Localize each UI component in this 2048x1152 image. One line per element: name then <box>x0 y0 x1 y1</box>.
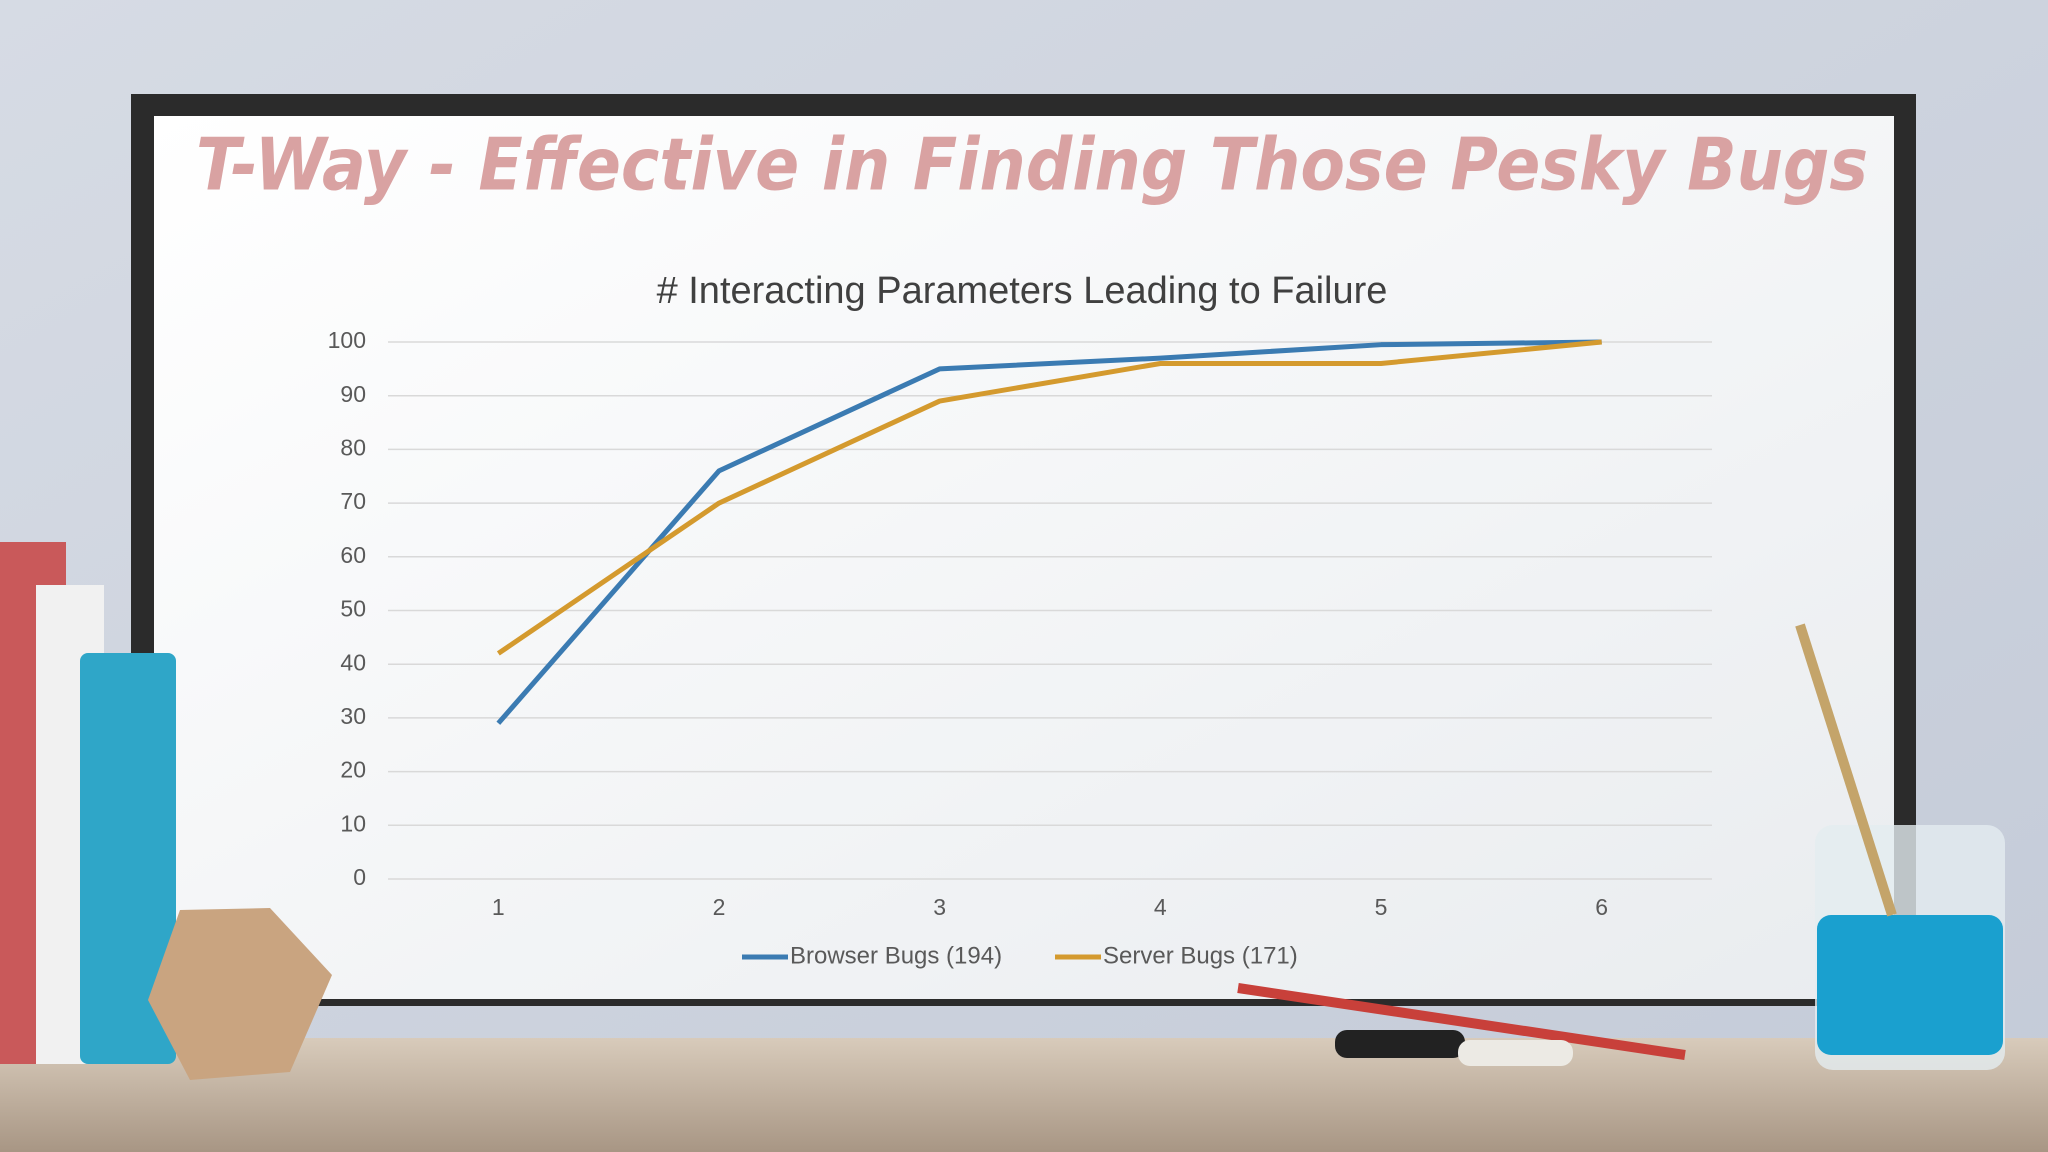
legend-label: Server Bugs (171) <box>1103 942 1298 969</box>
legend-label: Browser Bugs (194) <box>790 942 1002 969</box>
y-tick-label: 30 <box>340 703 366 729</box>
jar-water <box>1817 915 2003 1055</box>
y-tick-label: 70 <box>340 488 366 514</box>
x-tick-label: 5 <box>1375 894 1388 920</box>
marker <box>1335 1030 1465 1058</box>
pencil <box>1237 983 1686 1060</box>
y-tick-label: 90 <box>340 381 366 407</box>
brush <box>1795 623 1897 917</box>
shelf <box>0 1038 2048 1152</box>
cylinder <box>80 653 176 1064</box>
y-tick-label: 0 <box>353 864 366 890</box>
eraser <box>1458 1040 1573 1066</box>
y-tick-label: 100 <box>328 327 366 353</box>
x-tick-label: 6 <box>1595 894 1608 920</box>
series-line <box>496 339 1602 656</box>
series-line <box>496 339 1602 725</box>
y-tick-label: 60 <box>340 542 366 568</box>
y-tick-label: 80 <box>340 434 366 460</box>
y-tick-label: 20 <box>340 757 366 783</box>
geo-ornament <box>148 908 332 1080</box>
x-tick-label: 1 <box>492 894 505 920</box>
x-tick-label: 4 <box>1154 894 1167 920</box>
y-tick-label: 50 <box>340 596 366 622</box>
x-tick-label: 3 <box>933 894 946 920</box>
x-tick-label: 2 <box>713 894 726 920</box>
y-tick-label: 40 <box>340 649 366 675</box>
slide-title: T-Way - Effective in Finding Those Pesky… <box>196 123 1868 207</box>
y-tick-label: 10 <box>340 810 366 836</box>
chart-title: # Interacting Parameters Leading to Fail… <box>657 270 1388 312</box>
